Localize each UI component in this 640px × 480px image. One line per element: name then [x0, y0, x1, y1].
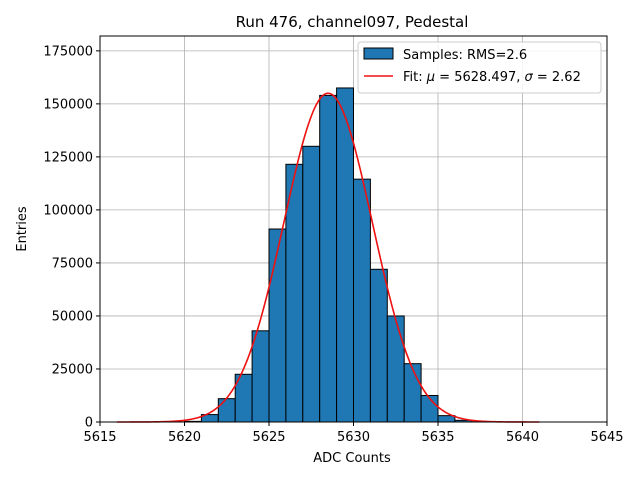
- histogram-bar: [319, 94, 338, 423]
- y-axis-label: Entries: [15, 206, 30, 252]
- y-tick-label: 150000: [43, 97, 93, 112]
- histogram-bars: [184, 87, 490, 423]
- y-tick-label: 175000: [43, 44, 93, 59]
- legend-samples-label: Samples: RMS=2.6: [403, 48, 527, 63]
- histogram-bar: [268, 228, 287, 423]
- x-tick-label: 5645: [590, 430, 623, 445]
- y-tick-label: 125000: [43, 150, 93, 165]
- legend-fit-label: Fit: μ = 5628.497, σ = 2.62: [403, 70, 581, 85]
- legend-samples-swatch: [363, 47, 394, 60]
- x-axis-label: ADC Counts: [313, 451, 391, 466]
- x-tick-label: 5620: [168, 430, 201, 445]
- histogram-bar: [353, 178, 371, 423]
- y-tick-label: 25000: [52, 362, 93, 377]
- x-tick-label: 5635: [421, 430, 454, 445]
- histogram-bar: [251, 330, 270, 423]
- x-tick-label: 5625: [252, 430, 285, 445]
- legend-box: [357, 41, 602, 94]
- y-tick-label: 100000: [43, 203, 93, 218]
- histogram-bar: [437, 415, 456, 423]
- histogram-bar: [302, 145, 321, 423]
- chart-title: Run 476, channel097, Pedestal: [236, 13, 469, 31]
- y-tick-label: 50000: [52, 309, 93, 324]
- histogram-bar: [336, 87, 355, 423]
- gaussian-fit-curve: [116, 92, 540, 423]
- x-tick-label: 5615: [83, 430, 116, 445]
- histogram-bar: [369, 268, 388, 423]
- histogram-bar: [420, 394, 439, 423]
- axes: 5615 5620 5625 5630 5635 5640 5645 0 25000 50000 7…: [43, 44, 623, 445]
- y-tick-label: 75000: [52, 256, 93, 271]
- y-tick-label: 0: [85, 416, 93, 431]
- x-tick-label: 5640: [506, 430, 539, 445]
- legend: Samples: RMS=2.6 Fit: μ = 5628.497, σ = …: [357, 41, 602, 94]
- x-tick-label: 5630: [337, 430, 370, 445]
- histogram-bar: [403, 363, 422, 423]
- fit-curve-layer: [116, 92, 540, 423]
- histogram-bar: [386, 315, 405, 423]
- histogram-bar: [217, 398, 236, 423]
